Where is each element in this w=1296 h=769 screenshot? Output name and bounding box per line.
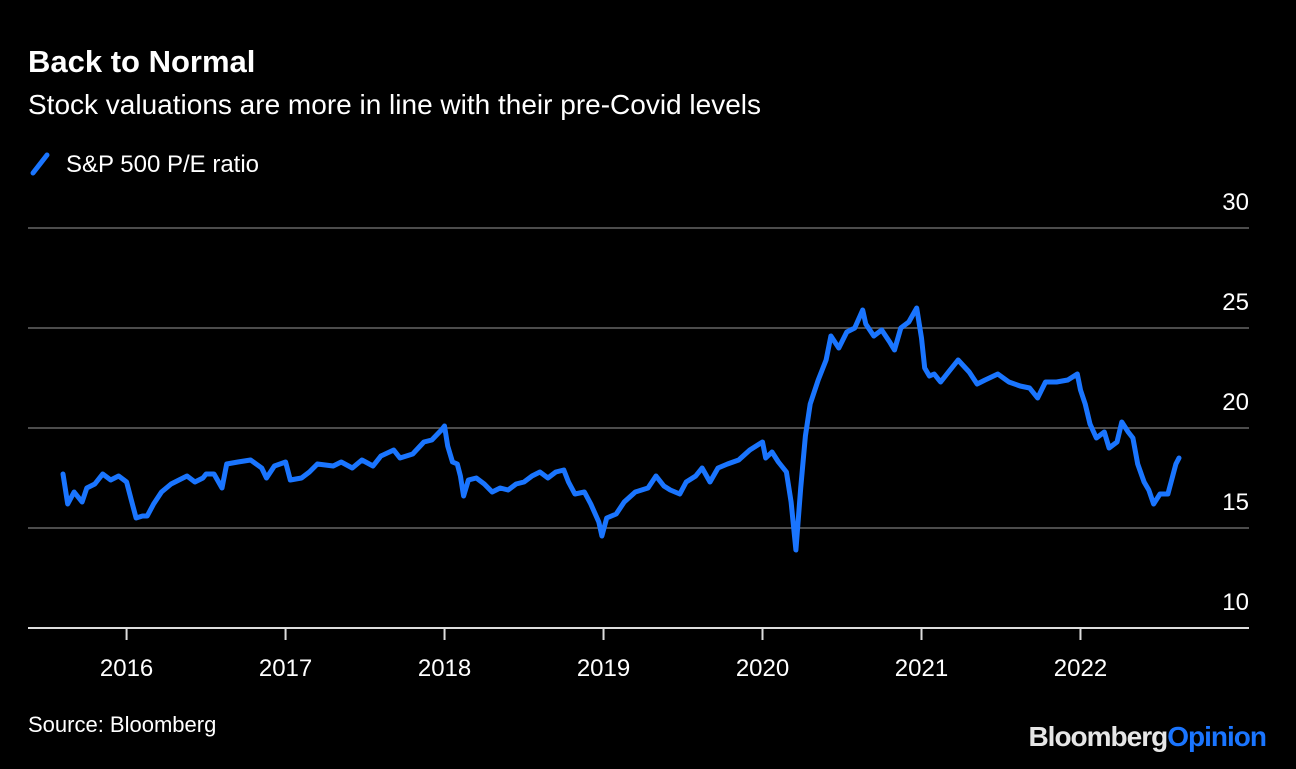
chart-title: Back to Normal [28, 44, 255, 79]
x-tick-label: 2018 [418, 655, 471, 682]
logo-brand: Bloomberg [1028, 721, 1167, 752]
x-tick-label: 2022 [1054, 655, 1107, 682]
x-tick-label: 2021 [895, 655, 948, 682]
y-tick-label: 10 [1222, 589, 1249, 616]
chart-subtitle: Stock valuations are more in line with t… [28, 89, 761, 120]
x-tick-label: 2016 [100, 655, 153, 682]
y-tick-label: 15 [1222, 489, 1249, 516]
logo-section: Opinion [1167, 721, 1266, 752]
x-tick-label: 2017 [259, 655, 312, 682]
legend-swatch [30, 152, 50, 176]
y-tick-label: 30 [1222, 189, 1249, 216]
x-tick-label: 2019 [577, 655, 630, 682]
source-note: Source: Bloomberg [28, 712, 216, 737]
y-tick-label: 20 [1222, 389, 1249, 416]
legend-label: S&P 500 P/E ratio [66, 151, 259, 178]
logo: BloombergOpinion [1028, 721, 1266, 752]
x-tick-label: 2020 [736, 655, 789, 682]
y-tick-label: 25 [1222, 289, 1249, 316]
data-line [60, 305, 1182, 553]
